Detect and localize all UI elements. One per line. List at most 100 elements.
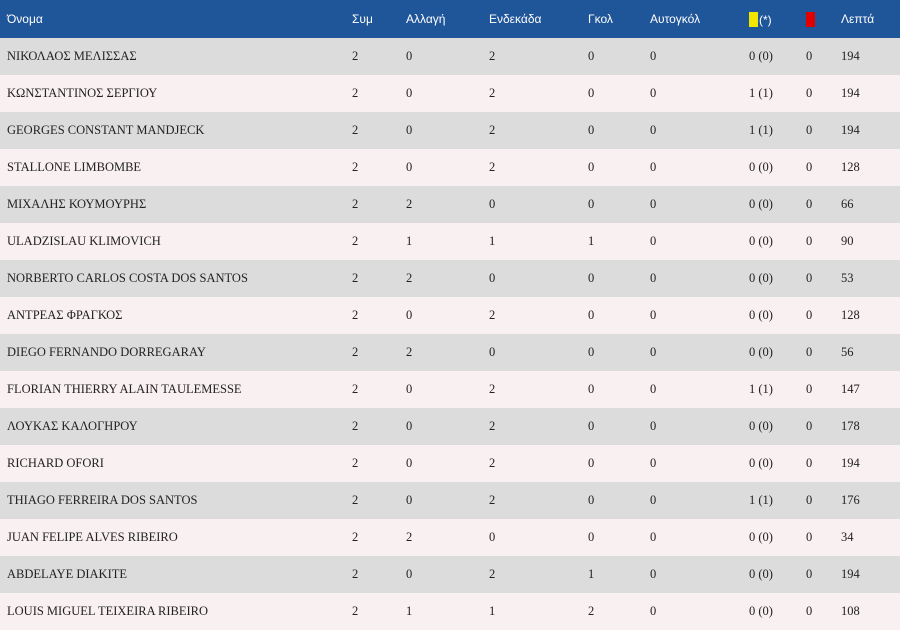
player-name-cell: ΝΙΚΟΛΑΟΣ ΜΕΛΙΣΣΑΣ <box>7 49 137 63</box>
sub-cell: 0 <box>406 160 413 174</box>
yellow-cards-cell: 1 (1) <box>749 493 773 507</box>
table-row[interactable]: FLORIAN THIERRY ALAIN TAULEMESSE 2 0 2 0 0 1 (… <box>0 371 900 408</box>
yellow-cards-cell: 0 (0) <box>749 419 773 433</box>
appearances-cell: 2 <box>352 456 359 470</box>
own-goals-cell: 0 <box>650 86 657 100</box>
table-row[interactable]: ULADZISLAU KLIMOVICH 2 1 1 1 0 0 (0) 0 90 <box>0 223 900 260</box>
player-name-cell: ULADZISLAU KLIMOVICH <box>7 234 161 248</box>
player-name-cell: THIAGO FERREIRA DOS SANTOS <box>7 493 198 507</box>
player-name-cell: ΚΩΝΣΤΑΝΤΙΝΟΣ ΣΕΡΓΙΟΥ <box>7 86 158 100</box>
col-header-yellow-cards[interactable]: (*) <box>749 0 806 38</box>
table-row[interactable]: THIAGO FERREIRA DOS SANTOS 2 0 2 0 0 1 (1) 0 176 <box>0 482 900 519</box>
goals-cell: 0 <box>588 345 595 359</box>
starting-cell: 0 <box>489 271 496 285</box>
table-row[interactable]: ΛΟΥΚΑΣ ΚΑΛΟΓΗΡΟΥ 2 0 2 0 0 0 (0) 0 178 <box>0 408 900 445</box>
table-row[interactable]: ΚΩΝΣΤΑΝΤΙΝΟΣ ΣΕΡΓΙΟΥ 2 0 2 0 0 1 (1) 0 194 <box>0 75 900 112</box>
own-goals-cell: 0 <box>650 123 657 137</box>
goals-cell: 0 <box>588 530 595 544</box>
goals-cell: 1 <box>588 567 595 581</box>
red-cards-cell: 0 <box>806 49 813 63</box>
red-cards-cell: 0 <box>806 493 813 507</box>
table-row[interactable]: ΑΝΤΡΕΑΣ ΦΡΑΓΚΟΣ 2 0 2 0 0 0 (0) 0 128 <box>0 297 900 334</box>
appearances-cell: 2 <box>352 308 359 322</box>
red-cards-cell: 0 <box>806 160 813 174</box>
minutes-cell: 194 <box>841 86 860 100</box>
player-name-cell: RICHARD OFORI <box>7 456 104 470</box>
appearances-cell: 2 <box>352 123 359 137</box>
table-row[interactable]: LOUIS MIGUEL TEIXEIRA RIBEIRO 2 1 1 2 0 0 (0) 0… <box>0 593 900 630</box>
starting-cell: 0 <box>489 530 496 544</box>
minutes-cell: 108 <box>841 604 860 618</box>
minutes-cell: 176 <box>841 493 860 507</box>
player-name-cell: ΑΝΤΡΕΑΣ ΦΡΑΓΚΟΣ <box>7 308 123 322</box>
goals-cell: 0 <box>588 160 595 174</box>
minutes-cell: 147 <box>841 382 860 396</box>
red-cards-cell: 0 <box>806 123 813 137</box>
own-goals-cell: 0 <box>650 271 657 285</box>
table-row[interactable]: ΝΙΚΟΛΑΟΣ ΜΕΛΙΣΣΑΣ 2 0 2 0 0 0 (0) 0 194 <box>0 38 900 75</box>
table-row[interactable]: RICHARD OFORI 2 0 2 0 0 0 (0) 0 194 <box>0 445 900 482</box>
own-goals-cell: 0 <box>650 567 657 581</box>
own-goals-cell: 0 <box>650 160 657 174</box>
col-header-goals[interactable]: Γκολ <box>588 12 613 26</box>
goals-cell: 0 <box>588 49 595 63</box>
starting-cell: 0 <box>489 345 496 359</box>
goals-cell: 0 <box>588 456 595 470</box>
sub-cell: 0 <box>406 419 413 433</box>
col-header-name[interactable]: Όνομα <box>7 12 43 26</box>
table-row[interactable]: STALLONE LIMBOMBE 2 0 2 0 0 0 (0) 0 128 <box>0 149 900 186</box>
player-name-cell: ΜΙΧΑΛΗΣ ΚΟΥΜΟΥΡΗΣ <box>7 197 147 211</box>
table-row[interactable]: NORBERTO CARLOS COSTA DOS SANTOS 2 2 0 0 0 0 (… <box>0 260 900 297</box>
player-name-cell: DIEGO FERNANDO DORREGARAY <box>7 345 206 359</box>
player-name-cell: GEORGES CONSTANT MANDJECK <box>7 123 205 137</box>
own-goals-cell: 0 <box>650 345 657 359</box>
col-header-starting[interactable]: Ενδεκάδα <box>489 12 542 26</box>
starting-cell: 2 <box>489 86 496 100</box>
red-cards-cell: 0 <box>806 456 813 470</box>
goals-cell: 0 <box>588 308 595 322</box>
table-row[interactable]: DIEGO FERNANDO DORREGARAY 2 2 0 0 0 0 (0) 0 56 <box>0 334 900 371</box>
sub-cell: 1 <box>406 604 413 618</box>
col-header-sub[interactable]: Αλλαγή <box>406 12 446 26</box>
player-name-cell: LOUIS MIGUEL TEIXEIRA RIBEIRO <box>7 604 209 618</box>
table-row[interactable]: ABDELAYE DIAKITE 2 0 2 1 0 0 (0) 0 194 <box>0 556 900 593</box>
appearances-cell: 2 <box>352 160 359 174</box>
sub-cell: 0 <box>406 308 413 322</box>
player-name-cell: NORBERTO CARLOS COSTA DOS SANTOS <box>7 271 248 285</box>
red-cards-cell: 0 <box>806 197 813 211</box>
table-header-row: Όνομα Συμ Αλλαγή Ενδεκάδα Γκολ Αυτογκόλ … <box>0 0 900 38</box>
own-goals-cell: 0 <box>650 456 657 470</box>
own-goals-cell: 0 <box>650 493 657 507</box>
yellow-cards-cell: 0 (0) <box>749 160 773 174</box>
sub-cell: 0 <box>406 567 413 581</box>
col-header-minutes[interactable]: Λεπτά <box>841 12 875 26</box>
goals-cell: 1 <box>588 234 595 248</box>
own-goals-cell: 0 <box>650 382 657 396</box>
minutes-cell: 53 <box>841 271 854 285</box>
starting-cell: 2 <box>489 493 496 507</box>
red-cards-cell: 0 <box>806 604 813 618</box>
own-goals-cell: 0 <box>650 530 657 544</box>
red-cards-cell: 0 <box>806 234 813 248</box>
starting-cell: 2 <box>489 419 496 433</box>
minutes-cell: 194 <box>841 567 860 581</box>
yellow-cards-cell: 0 (0) <box>749 197 773 211</box>
table-row[interactable]: ΜΙΧΑΛΗΣ ΚΟΥΜΟΥΡΗΣ 2 2 0 0 0 0 (0) 0 66 <box>0 186 900 223</box>
own-goals-cell: 0 <box>650 197 657 211</box>
minutes-cell: 128 <box>841 308 860 322</box>
minutes-cell: 178 <box>841 419 860 433</box>
col-header-red-cards[interactable] <box>806 0 841 38</box>
yellow-cards-cell: 1 (1) <box>749 382 773 396</box>
goals-cell: 0 <box>588 382 595 396</box>
goals-cell: 0 <box>588 271 595 285</box>
table-row[interactable]: JUAN FELIPE ALVES RIBEIRO 2 2 0 0 0 0 (0) 0 34 <box>0 519 900 556</box>
col-header-own-goals[interactable]: Αυτογκόλ <box>650 12 701 26</box>
table-row[interactable]: GEORGES CONSTANT MANDJECK 2 0 2 0 0 1 (1) 0 194 <box>0 112 900 149</box>
yellow-card-icon <box>749 11 758 27</box>
player-name-cell: STALLONE LIMBOMBE <box>7 160 142 174</box>
player-name-cell: ΛΟΥΚΑΣ ΚΑΛΟΓΗΡΟΥ <box>7 419 138 433</box>
col-header-appearances[interactable]: Συμ <box>352 12 373 26</box>
yellow-cards-cell: 0 (0) <box>749 456 773 470</box>
starting-cell: 2 <box>489 567 496 581</box>
